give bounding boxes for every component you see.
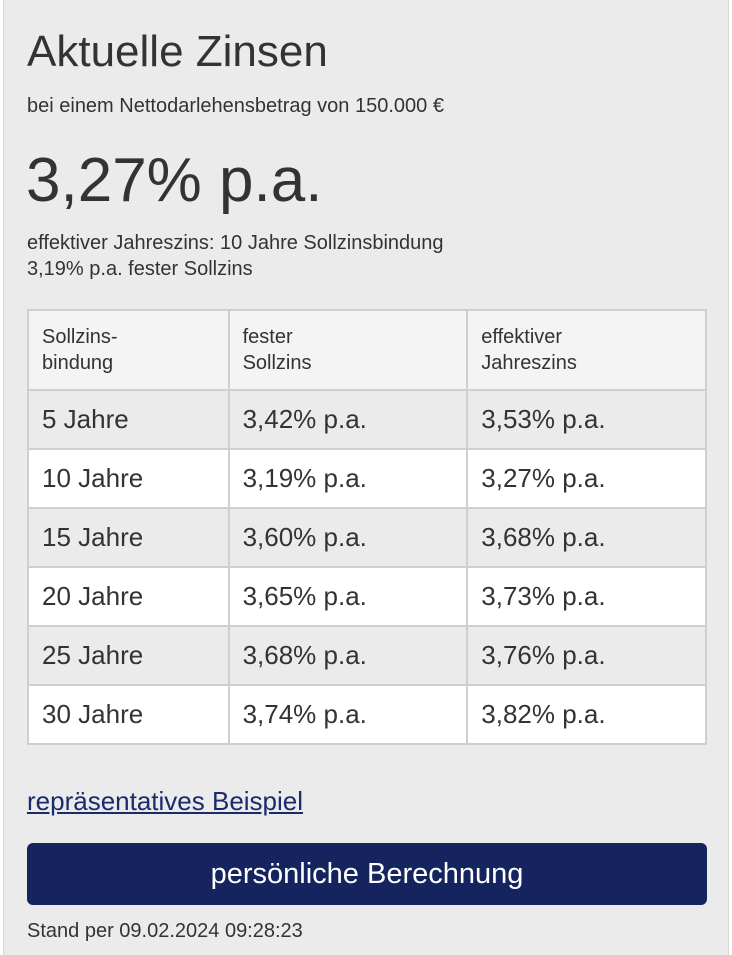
effective-rate-cell: 3,27% p.a. [466,448,707,509]
term-cell: 20 Jahre [27,566,230,627]
rate-info: effektiver Jahreszins: 10 Jahre Sollzins… [27,230,444,282]
term-cell: 25 Jahre [27,625,230,686]
effective-rate-cell: 3,73% p.a. [466,566,707,627]
fixed-rate-cell: 3,68% p.a. [227,625,469,686]
table-header-row: Sollzins- bindung fester Sollzins effekt… [27,309,707,391]
fixed-rate-cell: 3,74% p.a. [227,684,469,745]
fixed-rate-cell: 3,60% p.a. [227,507,469,568]
table-row: 10 Jahre 3,19% p.a. 3,27% p.a. [27,448,707,509]
table-row: 25 Jahre 3,68% p.a. 3,76% p.a. [27,625,707,686]
table-row: 5 Jahre 3,42% p.a. 3,53% p.a. [27,389,707,450]
effective-rate-cell: 3,76% p.a. [466,625,707,686]
table-row: 20 Jahre 3,65% p.a. 3,73% p.a. [27,566,707,627]
fixed-rate-cell: 3,19% p.a. [227,448,469,509]
effective-rate-cell: 3,53% p.a. [466,389,707,450]
fixed-rate-cell: 3,65% p.a. [227,566,469,627]
header-sollzinsbindung: Sollzins- bindung [27,309,230,391]
table-row: 15 Jahre 3,60% p.a. 3,68% p.a. [27,507,707,568]
fixed-rate-cell: 3,42% p.a. [227,389,469,450]
header-fester-sollzins: fester Sollzins [227,309,469,391]
header-effektiver-jahreszins: effektiver Jahreszins [466,309,707,391]
term-cell: 30 Jahre [27,684,230,745]
term-cell: 5 Jahre [27,389,230,450]
rates-table: Sollzins- bindung fester Sollzins effekt… [27,309,707,745]
loan-amount-subtitle: bei einem Nettodarlehensbetrag von 150.0… [27,95,444,117]
representative-example-link[interactable]: repräsentatives Beispiel [27,786,304,816]
effective-rate-cell: 3,68% p.a. [466,507,707,568]
effective-rate-cell: 3,82% p.a. [466,684,707,745]
headline-rate: 3,27% p.a. [26,146,323,215]
table-row: 30 Jahre 3,74% p.a. 3,82% p.a. [27,684,707,745]
term-cell: 15 Jahre [27,507,230,568]
fixed-rate-info: 3,19% p.a. fester Sollzins [27,258,253,280]
personal-calculation-button[interactable]: persönliche Berechnung [27,843,707,905]
timestamp-text: Stand per 09.02.2024 09:28:23 [27,920,303,942]
term-cell: 10 Jahre [27,448,230,509]
page-title: Aktuelle Zinsen [27,27,328,76]
effective-rate-info: effektiver Jahreszins: 10 Jahre Sollzins… [27,232,444,254]
interest-rates-panel: Aktuelle Zinsen bei einem Nettodarlehens… [3,0,729,955]
